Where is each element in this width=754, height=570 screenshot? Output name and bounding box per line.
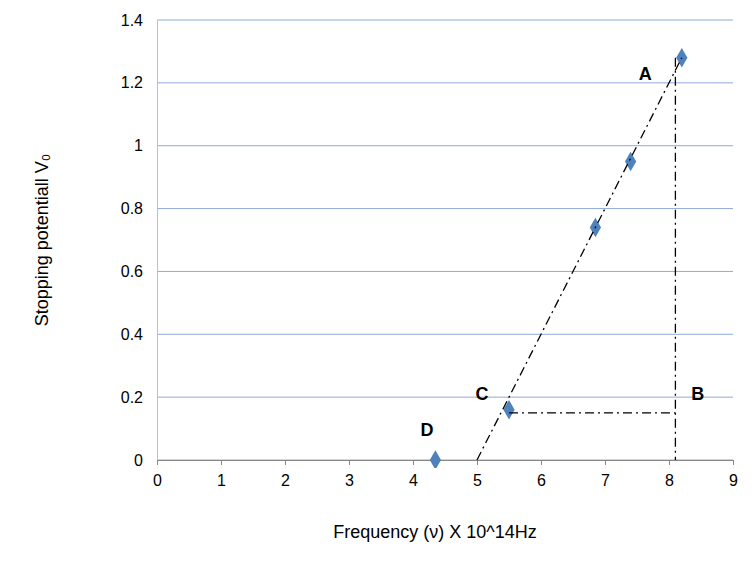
grid-line bbox=[157, 460, 733, 461]
plot: 0 0.2 0.4 0.6 0.8 1 1.2 1.4 0 1 2 3 4 5 6 7 8 9 A B C D bbox=[121, 12, 738, 490]
x-tick: 7 bbox=[601, 460, 610, 489]
y-axis-title: Stopping potentiall V₀ bbox=[32, 154, 52, 327]
x-tick-mark bbox=[733, 460, 734, 465]
x-tick: 4 bbox=[409, 460, 418, 489]
y-tick: 1 bbox=[134, 137, 157, 154]
x-tick-label: 7 bbox=[601, 472, 610, 489]
x-tick: 0 bbox=[153, 460, 162, 489]
y-axis: 0 0.2 0.4 0.6 0.8 1 1.2 1.4 bbox=[121, 12, 158, 469]
y-tick-label: 1 bbox=[134, 137, 143, 154]
grid-line bbox=[157, 397, 733, 398]
x-tick-label: 6 bbox=[537, 472, 546, 489]
y-tick-label: 1.4 bbox=[121, 12, 143, 29]
y-tick-label: 0.2 bbox=[121, 389, 143, 406]
x-tick: 8 bbox=[665, 460, 674, 489]
annotation: C bbox=[476, 384, 489, 404]
y-tick: 1.2 bbox=[121, 74, 157, 91]
point bbox=[430, 450, 441, 468]
data bbox=[430, 48, 688, 468]
x-tick-label: 2 bbox=[281, 472, 290, 489]
annotation: A bbox=[639, 64, 652, 84]
y-tick: 1.4 bbox=[121, 12, 157, 29]
y-tick-label: 0 bbox=[134, 452, 143, 469]
point bbox=[625, 152, 636, 172]
x-tick: 9 bbox=[729, 460, 738, 489]
x-tick-mark bbox=[221, 460, 222, 465]
y-tick: 0.6 bbox=[121, 263, 157, 280]
annotation: B bbox=[691, 384, 704, 404]
annotations: A B C D bbox=[421, 64, 705, 441]
grid-line bbox=[157, 334, 733, 335]
point bbox=[503, 400, 514, 420]
x-tick-mark bbox=[349, 460, 350, 465]
x-tick-label: 1 bbox=[217, 472, 226, 489]
grid-line bbox=[157, 271, 733, 272]
line bbox=[675, 58, 676, 460]
y-tick-label: 0.4 bbox=[121, 326, 143, 343]
x-tick-mark bbox=[669, 460, 670, 465]
line bbox=[509, 412, 675, 413]
x-tick-label: 0 bbox=[153, 472, 162, 489]
grid-line bbox=[157, 145, 733, 146]
x-tick: 6 bbox=[537, 460, 546, 489]
x-tick-mark bbox=[477, 460, 478, 465]
x-tick-label: 8 bbox=[665, 472, 674, 489]
chart: 0 0.2 0.4 0.6 0.8 1 1.2 1.4 0 1 2 3 4 5 6 7 8 9 A B C D Freque… bbox=[0, 0, 754, 570]
x-tick-label: 4 bbox=[409, 472, 418, 489]
x-tick-mark bbox=[605, 460, 606, 465]
x-tick: 5 bbox=[473, 460, 482, 489]
y-tick: 0 bbox=[134, 452, 157, 469]
y-tick: 0.8 bbox=[121, 200, 157, 217]
y-tick-label: 0.8 bbox=[121, 200, 143, 217]
grid bbox=[157, 20, 733, 460]
y-tick: 0.4 bbox=[121, 326, 157, 343]
y-tick: 0.2 bbox=[121, 389, 157, 406]
y-tick-label: 0.6 bbox=[121, 263, 143, 280]
x-tick: 1 bbox=[217, 460, 226, 489]
annotation: D bbox=[421, 420, 434, 440]
x-tick: 3 bbox=[345, 460, 354, 489]
x-axis: 0 1 2 3 4 5 6 7 8 9 bbox=[153, 460, 738, 489]
x-tick-label: 3 bbox=[345, 472, 354, 489]
x-tick: 2 bbox=[281, 460, 290, 489]
x-tick-label: 5 bbox=[473, 472, 482, 489]
grid-line bbox=[157, 208, 733, 209]
x-tick-mark bbox=[413, 460, 414, 465]
x-tick-label: 9 bbox=[729, 472, 738, 489]
y-axis-line bbox=[157, 21, 158, 461]
x-axis-line bbox=[158, 460, 734, 461]
x-tick-mark bbox=[157, 460, 158, 465]
y-tick-label: 1.2 bbox=[121, 74, 143, 91]
x-tick-mark bbox=[541, 460, 542, 465]
line bbox=[477, 58, 682, 460]
x-tick-mark bbox=[285, 460, 286, 465]
grid-line bbox=[157, 20, 733, 21]
x-axis-title: Frequency (ν) X 10^14Hz bbox=[333, 522, 537, 542]
